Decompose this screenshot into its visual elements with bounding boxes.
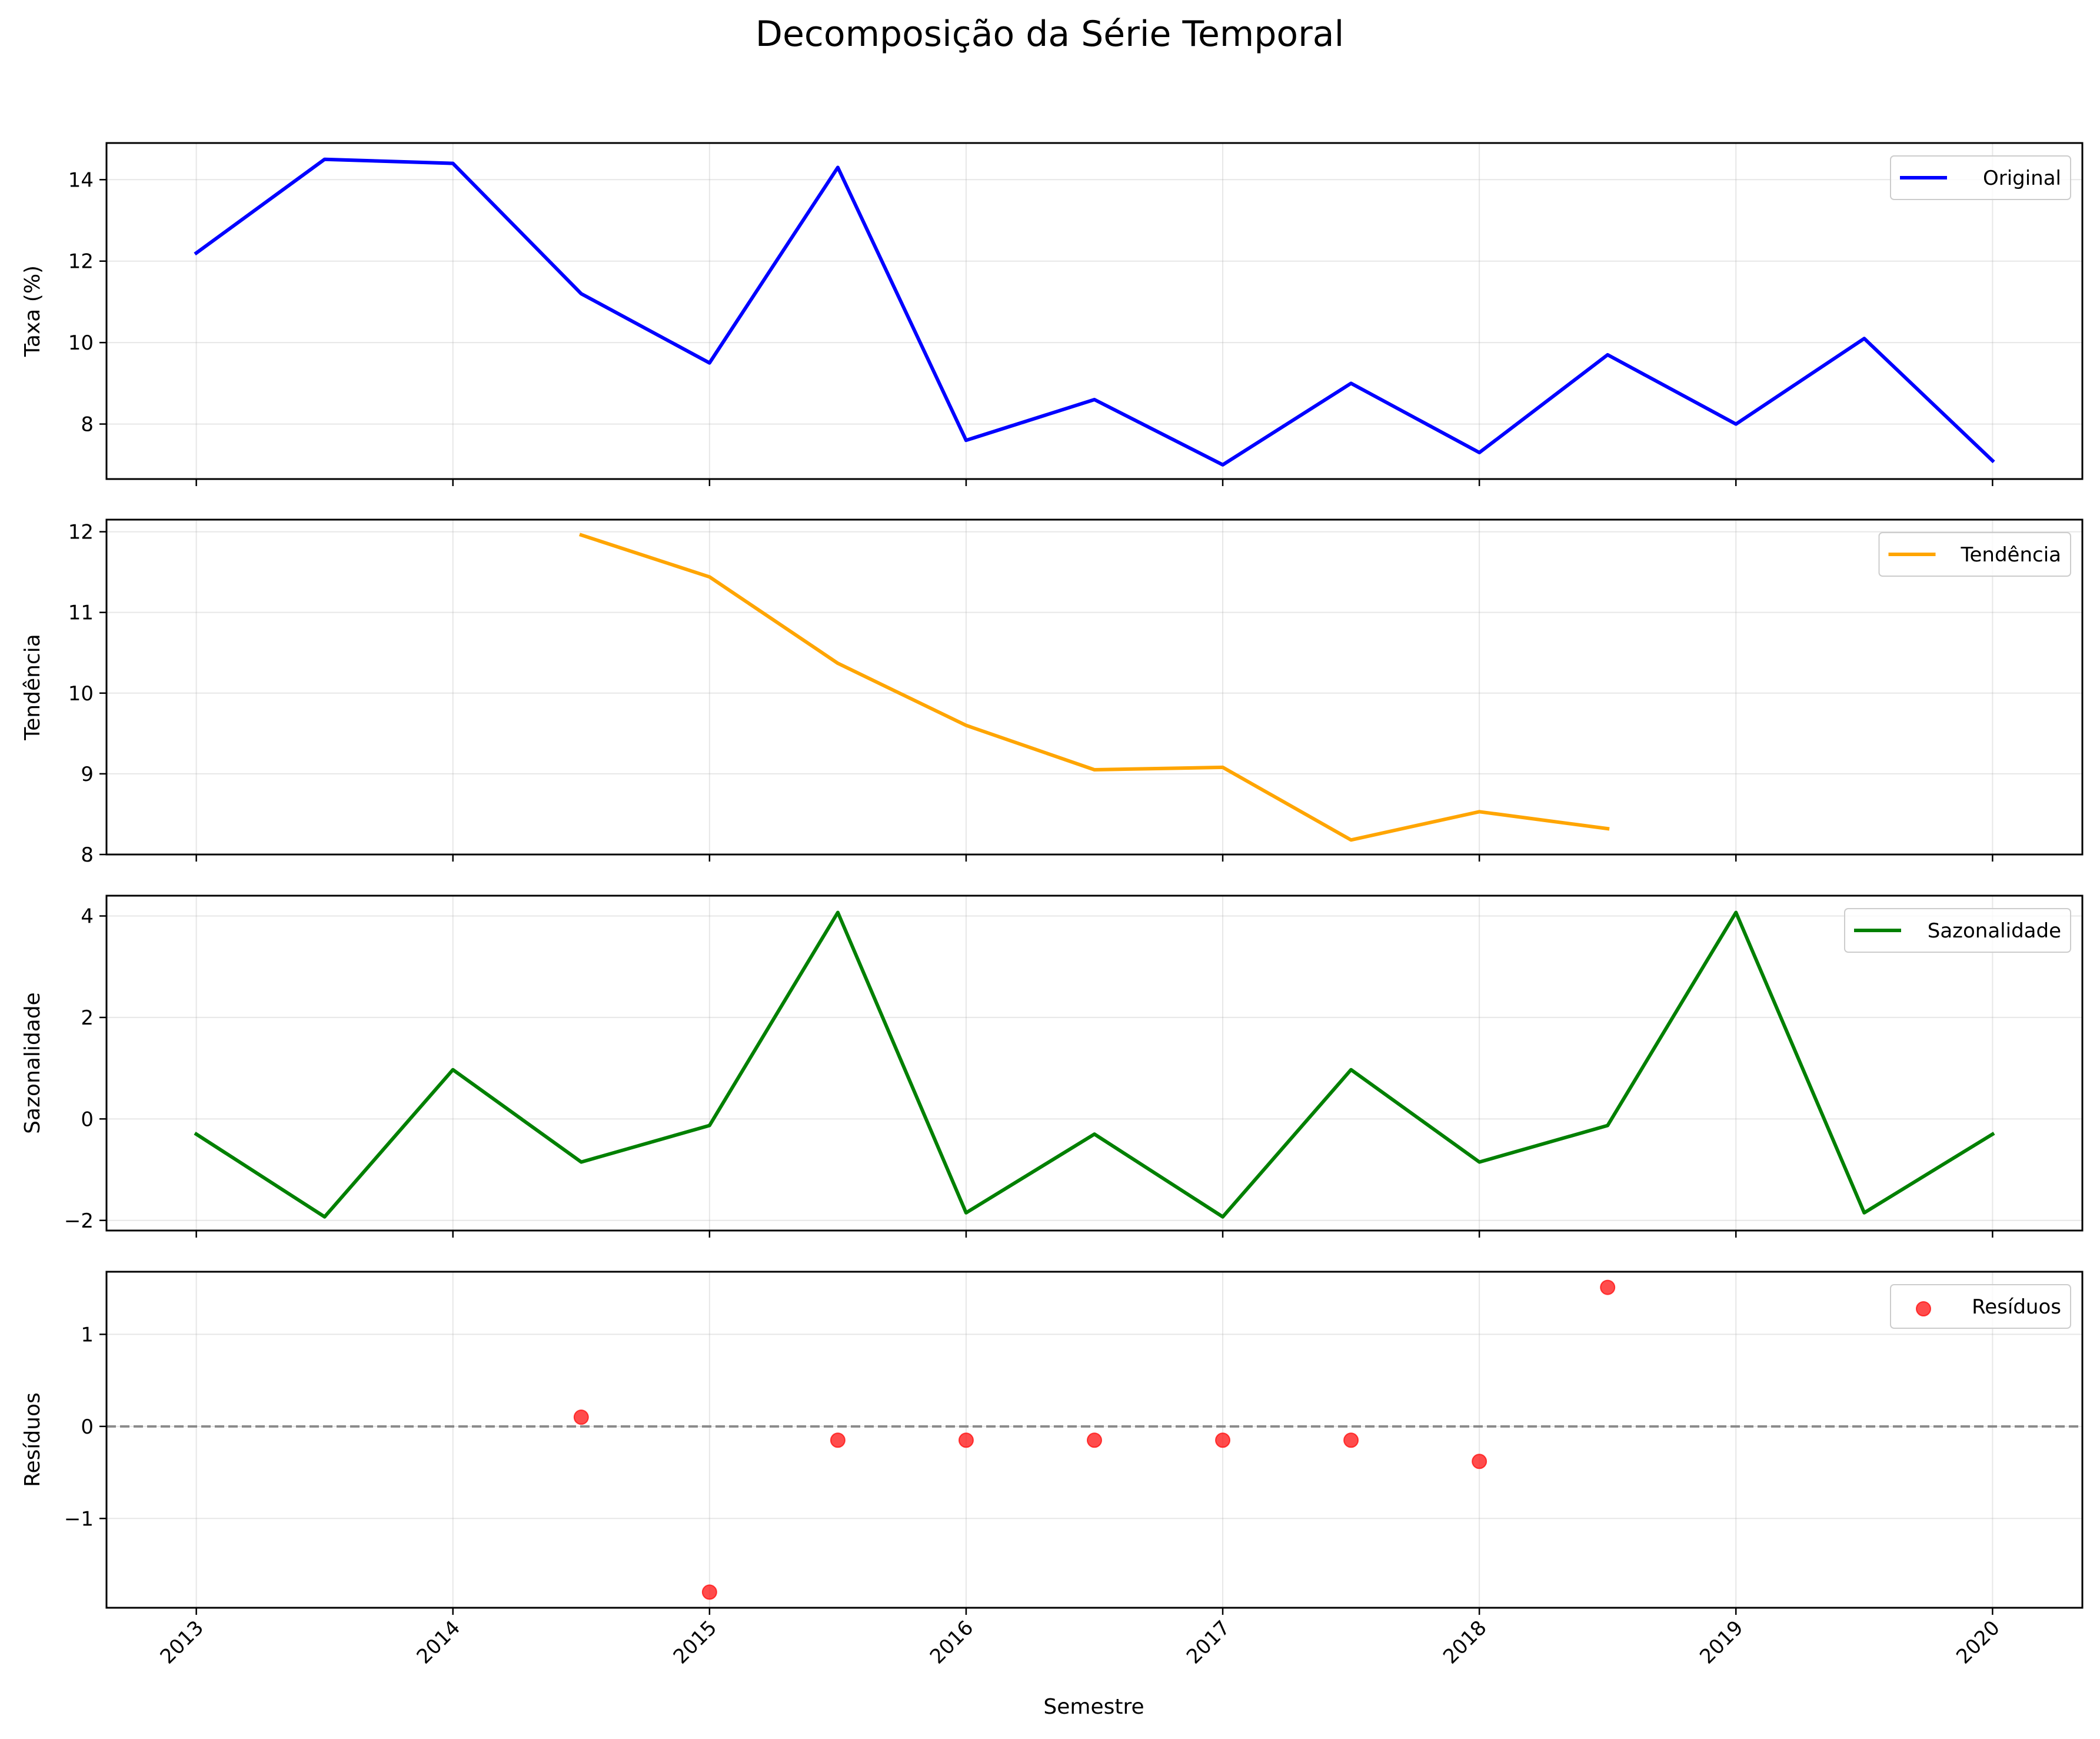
- y-tick-label: 11: [68, 601, 94, 625]
- series-1: [194, 157, 1995, 467]
- scatter-point: [573, 1409, 589, 1425]
- series-line: [579, 533, 1610, 842]
- y-tick-label: 4: [81, 905, 94, 928]
- series-line: [194, 910, 1995, 1219]
- data-point: [1094, 1134, 1095, 1135]
- scatter-point: [1215, 1432, 1231, 1448]
- legend-label: Sazonalidade: [1928, 919, 2061, 943]
- legend-box: [1890, 155, 2071, 200]
- legend: Resíduos: [1890, 1284, 2071, 1329]
- data-point: [1864, 1212, 1865, 1213]
- y-tick-label: 0: [81, 1108, 94, 1131]
- data-point: [196, 252, 197, 253]
- axes-frame: [105, 142, 2084, 480]
- y-tick-label: 9: [81, 763, 94, 786]
- axes-frame: [105, 1271, 2084, 1609]
- y-tick-label: 8: [81, 843, 94, 867]
- scatter-point: [830, 1432, 846, 1448]
- data-point: [324, 1216, 325, 1217]
- subplot-3: −2 0 2 4 Sazonalidade Sazonalidade: [21, 895, 2084, 1238]
- legend-swatch: [1916, 1301, 1931, 1316]
- legend: Original: [1890, 155, 2071, 200]
- data-point: [837, 912, 838, 913]
- series-3: [194, 910, 1995, 1219]
- data-point: [709, 1125, 710, 1126]
- subplot-4: −1 0 1 Resíduos Resíduos: [21, 1271, 2084, 1615]
- legend-box: [1844, 908, 2071, 953]
- y-axis-label: Tendência: [21, 634, 45, 741]
- y-tick-label: −2: [64, 1209, 94, 1233]
- figure-title: Decomposição da Série Temporal: [756, 14, 1344, 55]
- series-2: [579, 533, 1610, 842]
- y-tick-label: 10: [68, 331, 94, 355]
- y-tick-label: 1: [81, 1323, 94, 1346]
- legend-label: Resíduos: [1972, 1295, 2061, 1319]
- series-line: [194, 157, 1995, 467]
- y-tick-label: 10: [68, 682, 94, 706]
- data-point: [837, 663, 838, 664]
- scatter-point: [1087, 1432, 1102, 1448]
- axes-frame: [105, 518, 2084, 856]
- axes-frame: [105, 895, 2084, 1232]
- scatter-point: [958, 1432, 974, 1448]
- y-axis-label: Sazonalidade: [21, 992, 45, 1134]
- legend: Tendência: [1878, 532, 2071, 577]
- legend-label: Original: [1983, 167, 2061, 190]
- data-point: [1351, 383, 1352, 384]
- data-point: [1351, 1069, 1352, 1070]
- data-point: [196, 1134, 197, 1135]
- scatter-point: [1343, 1432, 1359, 1448]
- y-tick-label: 14: [68, 168, 94, 192]
- y-axis-label: Taxa (%): [21, 265, 45, 357]
- x-axis-label: Semestre: [1043, 1695, 1144, 1719]
- y-tick-label: 12: [68, 521, 94, 544]
- scatter-point: [1472, 1454, 1487, 1469]
- y-tick-label: −1: [64, 1507, 94, 1531]
- subplot-2: 8 9 10 11 12 Tendência Tendência: [21, 518, 2084, 867]
- scatter-point: [1600, 1279, 1616, 1295]
- legend: Sazonalidade: [1844, 908, 2071, 953]
- data-point: [1992, 460, 1993, 461]
- data-point: [1992, 1134, 1993, 1135]
- legend-box: [1890, 1284, 2071, 1329]
- legend-label: Tendência: [1961, 543, 2061, 567]
- y-tick-label: 0: [81, 1415, 94, 1439]
- data-point: [452, 1069, 453, 1070]
- data-point: [837, 167, 838, 168]
- legend-box: [1878, 532, 2071, 577]
- data-point: [452, 163, 453, 164]
- scatter-point: [701, 1584, 717, 1600]
- subplot-1: 8 10 12 14 Taxa (%) Original: [21, 142, 2084, 486]
- y-axis-label: Resíduos: [21, 1392, 45, 1487]
- data-point: [1864, 338, 1865, 339]
- y-tick-label: 8: [81, 413, 94, 437]
- y-tick-label: 2: [81, 1006, 94, 1030]
- series-4: [573, 1279, 1616, 1600]
- y-tick-label: 12: [68, 250, 94, 274]
